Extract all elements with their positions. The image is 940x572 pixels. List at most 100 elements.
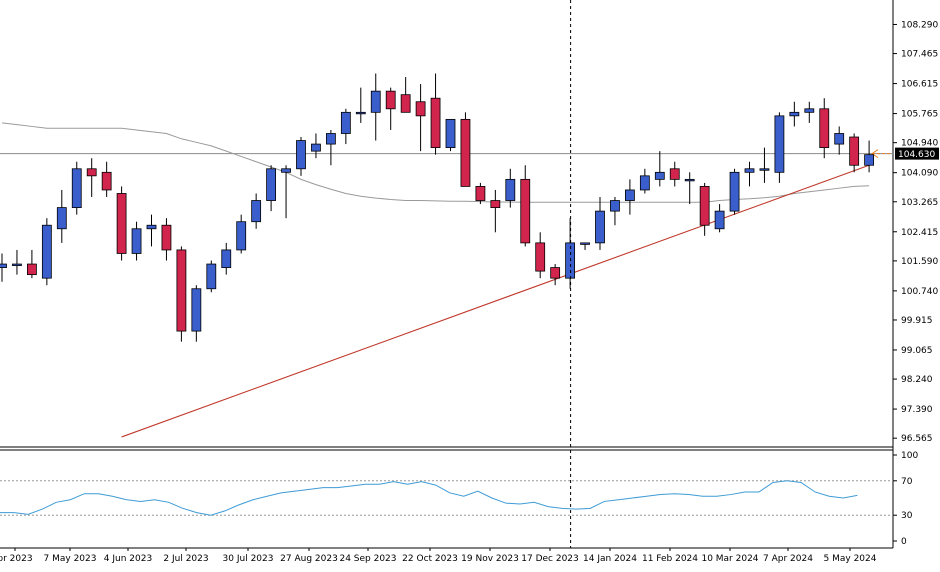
candle xyxy=(325,129,336,166)
candle xyxy=(236,214,247,254)
y-tick-label: 107.465 xyxy=(901,50,938,60)
x-tick-label: 30 Jul 2023 xyxy=(223,554,274,564)
candle xyxy=(819,98,830,159)
y-tick-label: 100.740 xyxy=(901,287,938,297)
candle xyxy=(161,218,172,261)
candle-body xyxy=(56,207,67,230)
candle-body xyxy=(311,143,321,152)
candle xyxy=(56,189,67,243)
y-tick-label: 96.565 xyxy=(901,434,933,444)
candle xyxy=(864,140,874,173)
candle-body xyxy=(505,178,516,201)
x-tick-label: 27 Aug 2023 xyxy=(280,554,338,564)
x-tick-label: 5 May 2024 xyxy=(824,554,877,564)
y-tick-label: 97.390 xyxy=(901,405,933,415)
candle-body xyxy=(116,193,127,254)
trendline xyxy=(121,164,870,438)
candle-body xyxy=(296,140,306,170)
candle xyxy=(12,249,22,275)
candle-body xyxy=(475,186,486,201)
candle xyxy=(610,197,620,226)
candle-body xyxy=(12,263,22,266)
candle xyxy=(759,147,770,183)
x-tick-label: 10 Mar 2024 xyxy=(701,554,758,564)
candle-body xyxy=(236,221,247,251)
candle-body xyxy=(340,111,351,134)
oscillator-tick-label: 70 xyxy=(901,477,913,487)
candle xyxy=(729,168,740,215)
candle xyxy=(311,133,321,159)
y-tick-label: 106.615 xyxy=(901,80,938,90)
price-pane[interactable] xyxy=(0,0,894,549)
candle xyxy=(370,73,381,141)
candle xyxy=(0,253,7,282)
candle-body xyxy=(146,224,157,230)
candle-body xyxy=(191,288,202,332)
candle xyxy=(131,221,142,261)
candle xyxy=(744,161,755,187)
candle-body xyxy=(355,111,366,115)
candle xyxy=(580,242,590,250)
candle-body xyxy=(849,136,860,166)
x-tick-label: 4 Jun 2023 xyxy=(104,554,152,564)
candle xyxy=(550,264,561,286)
candle xyxy=(595,197,605,250)
candle xyxy=(625,179,635,215)
candle xyxy=(490,189,501,233)
candle xyxy=(654,151,665,187)
candle xyxy=(206,260,217,293)
candle xyxy=(400,77,411,113)
candle-body xyxy=(610,200,620,212)
x-tick-label: 24 Sep 2023 xyxy=(339,554,396,564)
x-tick-label: 14 Jan 2024 xyxy=(583,554,637,564)
candle-body xyxy=(714,210,725,230)
candle-body xyxy=(774,115,785,173)
x-tick-label: 11 Feb 2024 xyxy=(642,554,698,564)
candle-body xyxy=(669,168,680,180)
candle xyxy=(714,204,725,233)
candle xyxy=(266,165,277,212)
x-tick-label: 7 Apr 2024 xyxy=(763,554,813,564)
candle-body xyxy=(729,171,740,212)
candle-body xyxy=(535,242,546,272)
x-tick-label: 17 Dec 2023 xyxy=(521,554,579,564)
candle-body xyxy=(370,90,381,113)
candle xyxy=(385,87,396,130)
candle-body xyxy=(580,242,590,245)
candle-body xyxy=(251,200,262,223)
candle-body xyxy=(206,263,217,290)
candle-body xyxy=(744,168,755,173)
candle-body xyxy=(430,97,441,149)
y-tick-label: 104.940 xyxy=(901,139,938,149)
candle-body xyxy=(86,168,97,177)
oscillator-tick-label: 0 xyxy=(901,537,907,547)
candle-body xyxy=(41,224,52,279)
candle-body xyxy=(71,168,82,208)
candle xyxy=(445,118,456,152)
x-tick-label: 22 Oct 2023 xyxy=(402,554,458,564)
candle xyxy=(535,232,546,279)
y-tick-label: 101.590 xyxy=(901,257,938,267)
y-tick-label: 104.090 xyxy=(901,169,938,179)
candle-body xyxy=(759,168,770,171)
candle-body xyxy=(804,108,815,113)
candle xyxy=(116,186,127,261)
oscillator-pane[interactable] xyxy=(0,480,893,516)
candle xyxy=(669,161,680,187)
candle xyxy=(221,242,232,275)
candle-body xyxy=(684,178,695,182)
candle-body xyxy=(699,186,710,226)
oscillator-tick-label: 30 xyxy=(901,511,913,521)
candle xyxy=(281,165,291,219)
candle-body xyxy=(789,111,800,117)
candle xyxy=(774,112,785,183)
y-tick-label: 99.915 xyxy=(901,316,933,326)
candle-body xyxy=(654,171,665,180)
candle-body xyxy=(176,249,187,332)
candle xyxy=(430,73,441,155)
last-price-label: 104.630 xyxy=(898,150,935,160)
time-x-axis: pr 2023 7 May 2023 4 Jun 2023 2 Jul 2023 30 … xyxy=(0,548,877,564)
x-tick-label: 7 May 2023 xyxy=(44,554,97,564)
candle-body xyxy=(639,175,650,191)
